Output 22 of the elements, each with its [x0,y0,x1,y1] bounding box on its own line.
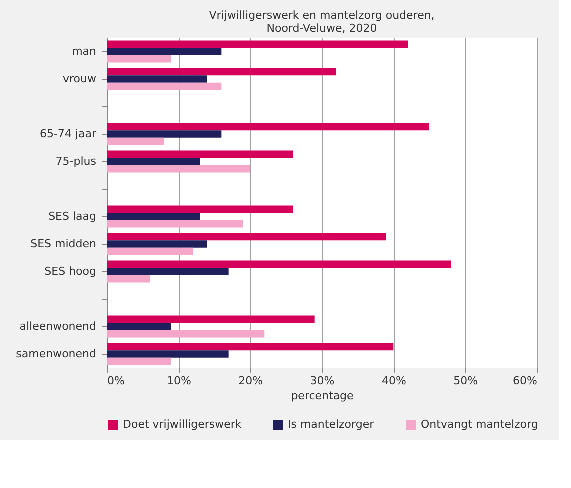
x-tick-label: 50% [454,374,478,388]
x-tick-label: 20% [238,374,264,388]
x-tick-label: 0% [108,374,125,388]
x-axis-title: percentage [291,390,354,402]
y-tick-label: vrouw [63,72,96,86]
x-tick-label: 60% [513,374,538,388]
x-tick-label: 30% [310,374,335,388]
y-tick-label: man [72,44,97,58]
legend-label: Ontvangt mantelzorg [421,418,538,431]
y-tick-label: SES laag [48,210,96,223]
y-tick-label: SES hoog [44,264,96,278]
chart-subtitle: Noord-Veluwe, 2020 [266,22,378,35]
x-tick-label: 40% [382,374,406,388]
y-tick-label: samenwonend [16,347,96,360]
y-tick-label: 65-74 jaar [40,127,97,140]
y-tick-label: 75-plus [56,154,97,168]
chart-title: Vrijwilligerswerk en mantelzorg ouderen, [209,9,435,22]
legend-label: Is mantelzorger [288,418,375,431]
y-tick-label: SES midden [30,237,97,250]
x-tick-label: 10% [166,374,192,388]
legend-label: Doet vrijwilligerswerk [123,418,242,431]
y-tick-label: alleenwonend [20,320,96,333]
